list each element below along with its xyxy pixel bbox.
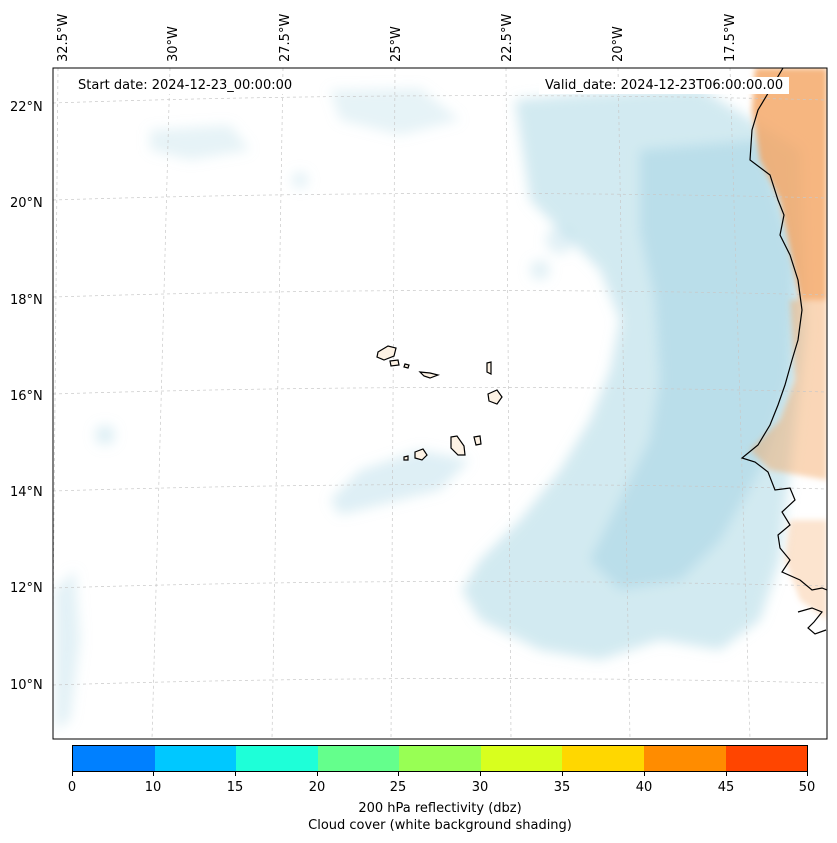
- latitude-label: 12°N: [10, 581, 43, 596]
- cloud-speck: [292, 172, 308, 188]
- meridian-17.5w: [729, 68, 751, 739]
- island-santo-antao: [376, 345, 397, 361]
- colorbar-segment: [73, 746, 155, 771]
- colorbar-segment: [399, 746, 481, 771]
- colorbar-tick: [807, 772, 808, 776]
- parallel-10n: [53, 678, 827, 686]
- island-santiago: [450, 435, 466, 456]
- island-sao-nicolau: [418, 371, 441, 379]
- colorbar-segment: [725, 746, 808, 771]
- island-maio: [473, 435, 482, 446]
- latitude-label: 16°N: [10, 389, 43, 404]
- cloud-cover-shading: [55, 88, 805, 730]
- colorbar-segment: [643, 746, 726, 771]
- map-frame: [52, 67, 828, 740]
- longitude-label: 20°W: [611, 26, 626, 62]
- africa-coastline-south: [797, 607, 827, 635]
- cloud-patch-nw: [150, 125, 250, 160]
- meridian-22.5w: [505, 68, 512, 739]
- colorbar-tick: [398, 772, 399, 776]
- colorbar-tick: [317, 772, 318, 776]
- latitude-label: 14°N: [10, 485, 43, 500]
- colorbar-tick: [562, 772, 563, 776]
- island-fogo: [414, 448, 428, 461]
- colorbar-tick-label: 0: [67, 780, 77, 795]
- colorbar-tick: [153, 772, 154, 776]
- reflectivity-mauritania: [752, 68, 827, 300]
- latitude-label: 20°N: [10, 196, 43, 211]
- cloud-band-core: [590, 140, 795, 590]
- colorbar-tick-label: 40: [635, 780, 653, 795]
- valid-date-label: Valid_date: 2024-12-23T06:00:00.00: [539, 77, 790, 94]
- reflectivity-guinea: [785, 520, 827, 620]
- colorbar-tick-label: 15: [226, 780, 244, 795]
- colorbar-segment: [480, 746, 563, 771]
- longitude-label: 32.5°W: [56, 14, 71, 62]
- latitude-label: 18°N: [10, 293, 43, 308]
- longitude-label: 17.5°W: [723, 14, 738, 62]
- latitude-labels: 22°N 20°N 18°N 16°N 14°N 12°N 10°N: [10, 100, 43, 693]
- cloud-streak-central: [330, 450, 470, 515]
- longitude-labels: 32.5°W 30°W 27.5°W 25°W 22.5°W 20°W 17.5…: [56, 14, 738, 62]
- meridian-20w: [617, 68, 631, 739]
- island-brava: [403, 455, 409, 461]
- colorbar-tick-label: 45: [717, 780, 735, 795]
- start-date-label: Start date: 2024-12-23_00:00:00: [72, 77, 299, 94]
- meridian-25w: [390, 68, 396, 739]
- colorbar-tick: [480, 772, 481, 776]
- island-boa-vista: [487, 389, 503, 405]
- cloud-speck: [530, 260, 550, 280]
- colorbar-tick-label: 50: [798, 780, 816, 795]
- island-sal: [486, 361, 492, 375]
- colorbar-label: 200 hPa reflectivity (dbz): [358, 801, 522, 816]
- africa-coastline: [740, 68, 827, 591]
- colorbar: [72, 745, 808, 772]
- parallel-18n: [53, 290, 827, 298]
- meridian-27.5w: [271, 68, 284, 739]
- colorbar-segment: [236, 746, 318, 771]
- parallel-14n: [53, 484, 827, 492]
- colorbar-tick-label: 30: [471, 780, 489, 795]
- parallel-22n: [53, 95, 827, 104]
- parallel-16n: [53, 387, 827, 395]
- longitude-label: 22.5°W: [500, 14, 515, 62]
- colorbar-tick: [644, 772, 645, 776]
- cloud-streak-west: [55, 570, 80, 730]
- colorbar-sublabel: Cloud cover (white background shading): [308, 818, 572, 833]
- graticule: [53, 68, 827, 739]
- island-santa-luzia: [403, 363, 410, 369]
- colorbar-segment: [562, 746, 644, 771]
- island-sao-vicente: [389, 359, 400, 367]
- colorbar-tick-label: 25: [389, 780, 407, 795]
- colorbar-segment: [154, 746, 237, 771]
- reflectivity-senegal: [750, 300, 827, 480]
- colorbar-tick-label: 20: [308, 780, 326, 795]
- colorbar-tick: [235, 772, 236, 776]
- cape-verde-islands: [376, 345, 503, 461]
- latitude-label: 10°N: [10, 678, 43, 693]
- colorbar-tick: [72, 772, 73, 776]
- colorbar-segment: [317, 746, 400, 771]
- longitude-label: 27.5°W: [278, 14, 293, 62]
- meridian-30w: [151, 68, 171, 739]
- colorbar-tick: [726, 772, 727, 776]
- latitude-label: 22°N: [10, 100, 43, 115]
- land-reflectivity-shading: [750, 68, 827, 620]
- colorbar-tick-label: 35: [553, 780, 571, 795]
- parallel-12n: [53, 581, 827, 589]
- cloud-speck: [95, 425, 115, 445]
- colorbar-tick-label: 10: [144, 780, 162, 795]
- longitude-label: 30°W: [166, 26, 181, 62]
- longitude-label: 25°W: [389, 26, 404, 62]
- parallel-20n: [53, 193, 827, 201]
- cloud-speck: [546, 226, 574, 254]
